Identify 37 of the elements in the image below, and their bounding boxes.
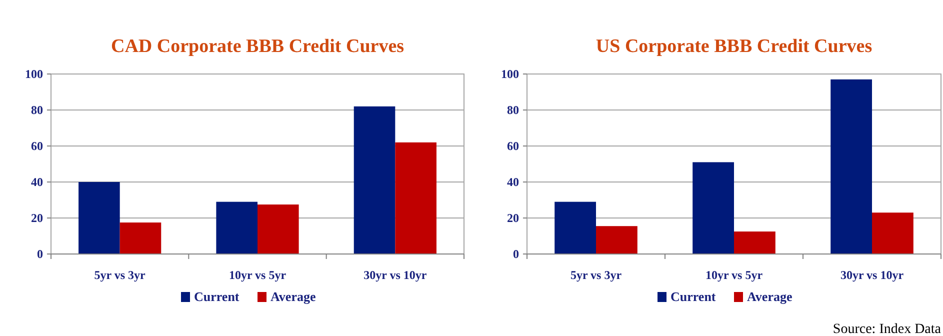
x-tick-label: 5yr vs 3yr bbox=[570, 268, 622, 282]
bar bbox=[78, 182, 120, 254]
bar bbox=[872, 212, 914, 254]
y-tick-label: 0 bbox=[513, 247, 519, 262]
bar bbox=[734, 232, 776, 254]
bar bbox=[830, 79, 872, 254]
x-tick-label: 30yr vs 10yr bbox=[364, 268, 428, 282]
bar bbox=[554, 202, 596, 254]
y-tick-label: 0 bbox=[37, 247, 43, 262]
bar bbox=[596, 226, 638, 254]
bar bbox=[395, 142, 436, 254]
y-tick-label: 80 bbox=[507, 103, 519, 118]
legend-label: Current bbox=[670, 289, 716, 304]
bar bbox=[120, 222, 162, 254]
x-tick-label: 10yr vs 5yr bbox=[705, 268, 764, 282]
source-note: Source: Index Data bbox=[832, 322, 942, 336]
legend-label: Current bbox=[194, 289, 240, 304]
legend-label: Average bbox=[747, 289, 792, 304]
y-tick-label: 100 bbox=[25, 67, 43, 82]
y-tick-label: 40 bbox=[31, 175, 43, 190]
y-tick-label: 100 bbox=[501, 67, 519, 82]
chart-title: US Corporate BBB Credit Curves bbox=[596, 36, 872, 57]
chart-title: CAD Corporate BBB Credit Curves bbox=[110, 36, 404, 57]
x-tick-label: 10yr vs 5yr bbox=[228, 268, 287, 282]
bar bbox=[216, 202, 258, 254]
bar bbox=[692, 162, 734, 254]
x-tick-label: 5yr vs 3yr bbox=[94, 268, 146, 282]
legend-label: Average bbox=[270, 289, 316, 304]
y-tick-label: 20 bbox=[31, 211, 43, 226]
y-tick-label: 20 bbox=[507, 211, 519, 226]
bar bbox=[258, 204, 299, 254]
y-tick-label: 80 bbox=[31, 103, 43, 118]
x-tick-label: 30yr vs 10yr bbox=[840, 268, 904, 282]
y-tick-label: 40 bbox=[507, 175, 519, 190]
bar bbox=[354, 106, 396, 254]
y-tick-label: 60 bbox=[31, 139, 43, 154]
y-tick-label: 60 bbox=[507, 139, 519, 154]
